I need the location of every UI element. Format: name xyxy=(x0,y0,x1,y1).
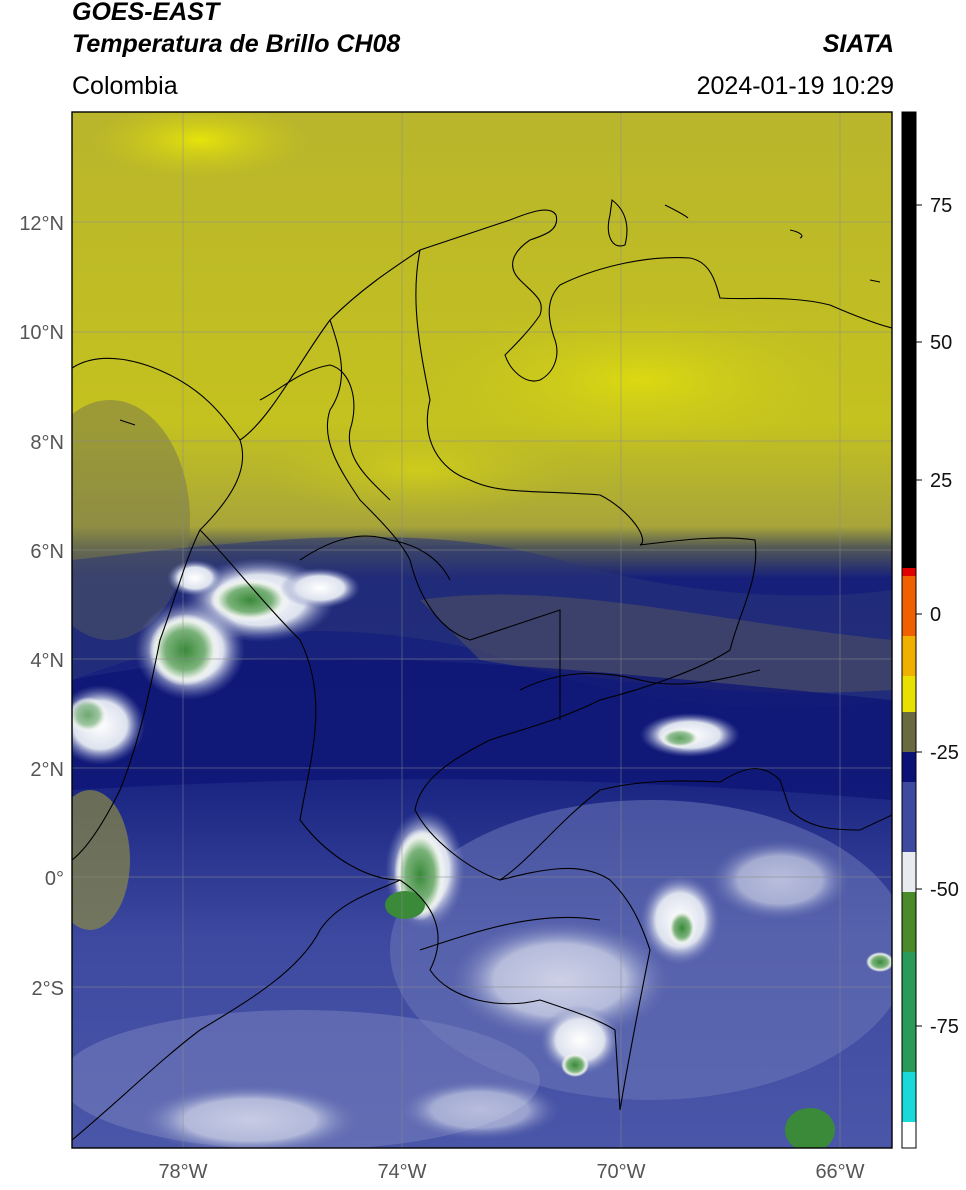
colorbar-segment-yellow xyxy=(902,676,916,712)
colorbar-segment-orange xyxy=(902,576,916,636)
latitude-label: 6°N xyxy=(30,541,64,563)
colorbar-tick-label: 50 xyxy=(930,332,952,354)
colorbar-segment-cyan xyxy=(902,1072,916,1122)
latitude-label: 2°S xyxy=(32,978,64,1000)
colorbar-tick-label: 25 xyxy=(930,470,952,492)
latitude-label: 2°N xyxy=(30,759,64,781)
longitude-label: 66°W xyxy=(815,1161,864,1183)
colorbar-tick-label: 0 xyxy=(930,604,941,626)
longitude-label: 70°W xyxy=(596,1161,645,1183)
colorbar-segment-amber xyxy=(902,636,916,676)
timestamp-label: 2024-01-19 10:29 xyxy=(696,72,894,100)
latitude-label: 12°N xyxy=(19,213,64,235)
colorbar-segment-navy xyxy=(902,752,916,782)
temperature-field xyxy=(72,112,892,1148)
colorbar-tick-label: -75 xyxy=(930,1016,959,1038)
graticule xyxy=(72,112,892,1148)
colorbar-segment-teal xyxy=(902,952,916,1072)
country-borders xyxy=(71,198,893,1141)
colorbar-segment-white xyxy=(902,852,916,892)
latitude-label: 8°N xyxy=(30,432,64,454)
colorbar-ticks: 75 50 25 0 -25 -50 -75 xyxy=(916,195,959,1038)
longitude-label: 78°W xyxy=(158,1161,207,1183)
latitude-label: 4°N xyxy=(30,650,64,672)
colorbar: 75 50 25 0 -25 -50 -75 xyxy=(901,111,959,1149)
colorbar-tick-label: -25 xyxy=(930,742,959,764)
map-title-product: Temperatura de Brillo CH08 xyxy=(72,30,401,58)
colorbar-segment-blue xyxy=(902,782,916,852)
map-region-label: Colombia xyxy=(72,72,178,100)
colorbar-segment-red xyxy=(902,568,916,576)
colorbar-segment-black xyxy=(902,112,916,568)
colorbar-segment-green xyxy=(902,892,916,952)
latitude-label: 0° xyxy=(45,868,64,890)
map-frame xyxy=(71,111,893,1149)
colorbar-tick-label: 75 xyxy=(930,195,952,217)
latitude-label: 10°N xyxy=(19,322,64,344)
longitude-labels: 78°W 74°W 70°W 66°W xyxy=(158,1161,864,1183)
colorbar-segment-white-end xyxy=(902,1122,916,1148)
colorbar-tick-label: -50 xyxy=(930,879,959,901)
map-title-satellite: GOES-EAST xyxy=(72,0,220,26)
colorbar-segment-olive xyxy=(902,712,916,752)
longitude-label: 74°W xyxy=(377,1161,426,1183)
agency-label: SIATA xyxy=(822,30,894,58)
latitude-labels: 12°N 10°N 8°N 6°N 4°N 2°N 0° 2°S xyxy=(19,213,64,1000)
